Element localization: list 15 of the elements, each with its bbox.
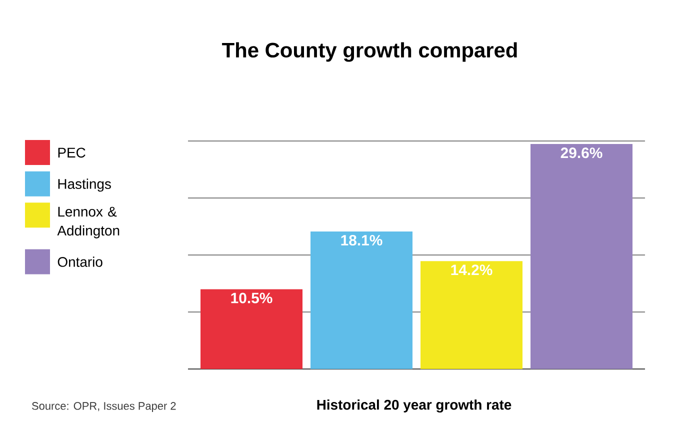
x-axis-title: Historical 20 year growth rate [317,399,512,413]
data-label: 29.6% [560,148,602,158]
legend-label: PEC [58,148,86,158]
data-label: 10.5% [231,292,272,304]
bar [420,261,523,369]
data-label: 18.1% [341,234,382,246]
bar [200,289,302,369]
chart-title: The County growth compared [222,42,517,62]
legend-label: Lennox & Addington [57,206,120,238]
legend-label: Hastings [58,178,111,192]
bar [310,231,413,369]
legend-label: Ontario [58,256,102,267]
source-note: Source: OPR, Issues Paper 2 [32,402,176,412]
data-label: 14.2% [451,264,492,276]
bar [530,144,633,369]
